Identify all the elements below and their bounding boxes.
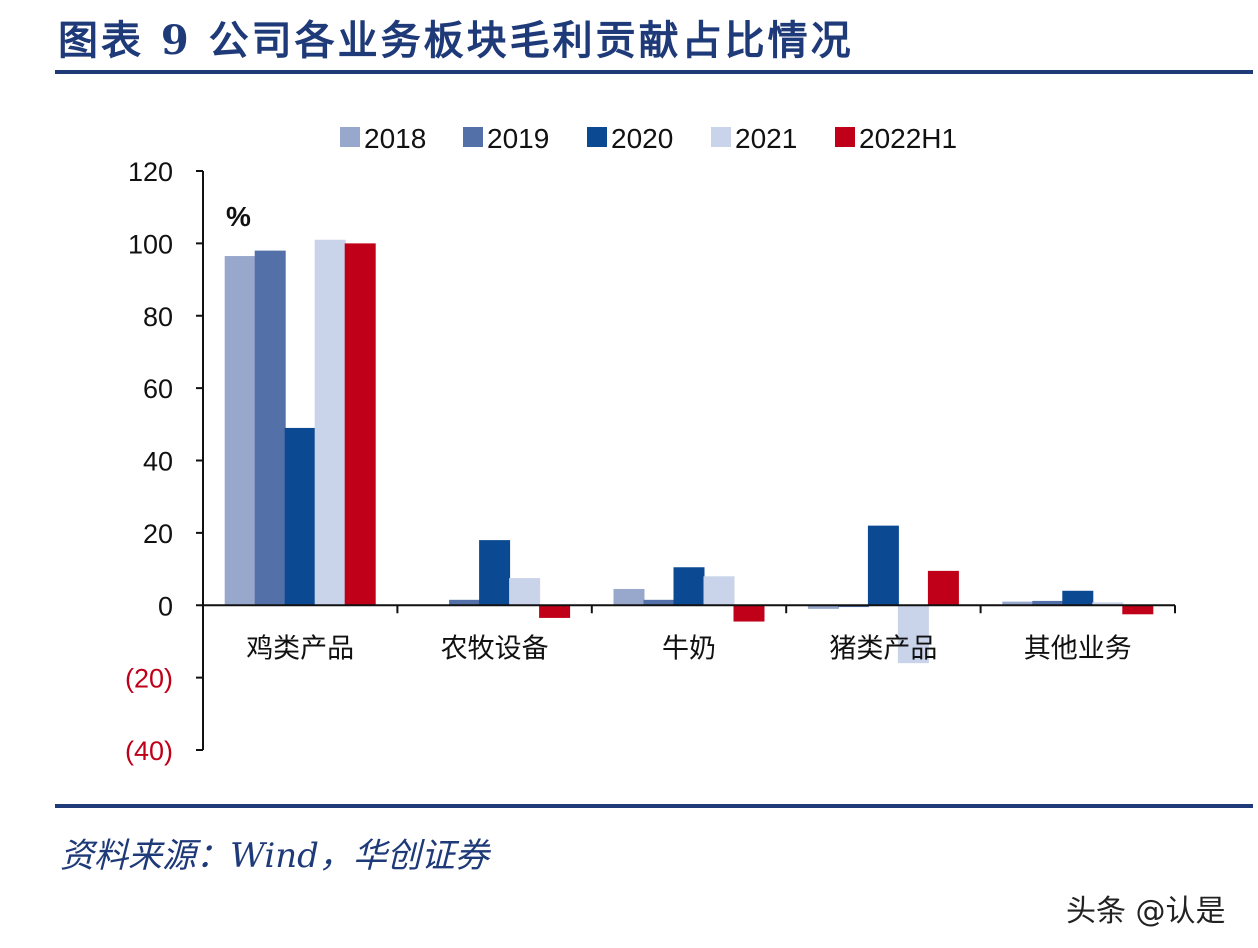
- bar-2018-3: [807, 605, 839, 609]
- bar-2018-2: [613, 588, 645, 606]
- bar-2019-1: [449, 599, 481, 606]
- bar-2021-2: [703, 576, 735, 606]
- source-rule: [55, 804, 1253, 808]
- bar-2018-0: [224, 256, 256, 606]
- legend-label-2021: 2021: [735, 123, 797, 154]
- bar-2019-0: [254, 250, 286, 606]
- bar-2022H1-1: [539, 605, 571, 618]
- category-label: 农牧设备: [441, 633, 549, 664]
- source-note: 资料来源：Wind，华创证券: [60, 836, 489, 876]
- figure-title: 图表 9 公司各业务板块毛利贡献占比情况: [58, 17, 854, 64]
- legend-swatch-2022H1: [835, 127, 855, 147]
- legend-label-2022H1: 2022H1: [859, 123, 957, 154]
- legend-swatch-2019: [463, 127, 483, 147]
- y-tick-label: (40): [125, 736, 173, 766]
- y-tick-label: 60: [143, 374, 173, 404]
- bar-2021-0: [314, 239, 346, 606]
- category-label: 猪类产品: [829, 633, 937, 664]
- bar-2019-2: [643, 599, 675, 606]
- bar-2022H1-3: [927, 570, 959, 606]
- bar-2018-4: [1002, 601, 1034, 606]
- category-label: 牛奶: [662, 633, 716, 664]
- bar-2020-1: [479, 540, 511, 606]
- watermark: 头条 @认是: [1066, 894, 1226, 929]
- category-label: 其他业务: [1024, 633, 1132, 664]
- category-label: 鸡类产品: [246, 633, 354, 664]
- bar-2020-2: [673, 567, 705, 606]
- y-tick-label: (20): [125, 664, 173, 694]
- bar-chart: 120 100 80 60 40 20 0 (20) (40)% 鸡类产品 农牧设备 牛奶 猪类产品 其他…: [125, 123, 1176, 766]
- legend-swatch-2018: [340, 127, 360, 147]
- y-tick-label: 120: [128, 157, 173, 187]
- legend-label-2018: 2018: [364, 123, 426, 154]
- bar-2021-3: [897, 605, 929, 664]
- bar-2021-1: [509, 578, 541, 606]
- title-rule: [55, 70, 1253, 74]
- y-tick-label: 40: [143, 447, 173, 477]
- bar-2022H1-4: [1122, 605, 1154, 615]
- bar-2022H1-2: [733, 605, 765, 622]
- y-tick-label: 0: [158, 591, 173, 621]
- bar-2021-4: [1092, 602, 1124, 606]
- y-tick-label: 80: [143, 302, 173, 332]
- y-tick-label: 100: [128, 229, 173, 259]
- legend-label-2020: 2020: [611, 123, 673, 154]
- bar-2020-0: [284, 427, 316, 606]
- bar-2020-4: [1062, 590, 1094, 606]
- legend-label-2019: 2019: [487, 123, 549, 154]
- y-tick-label: 20: [143, 519, 173, 549]
- bar-2020-3: [867, 525, 899, 606]
- y-unit-label: %: [226, 201, 251, 232]
- legend-swatch-2021: [711, 127, 731, 147]
- legend-swatch-2020: [587, 127, 607, 147]
- bar-2022H1-0: [344, 243, 376, 606]
- bar-2019-4: [1032, 600, 1064, 606]
